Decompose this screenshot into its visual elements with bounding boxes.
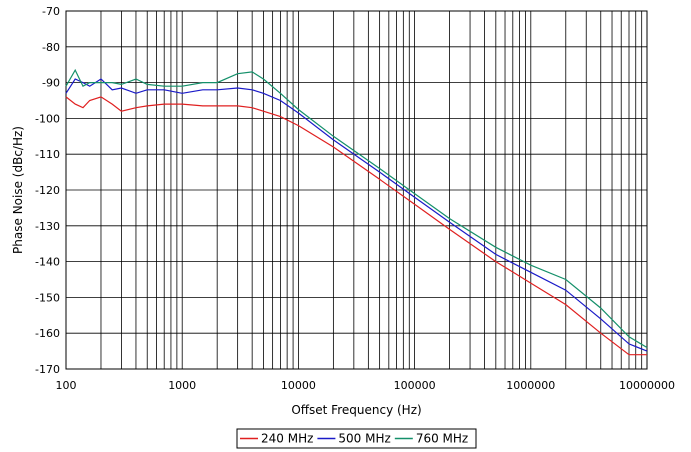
y-tick-label: -70 [42,5,60,18]
y-tick-label: -150 [35,291,60,304]
y-tick-label: -90 [42,77,60,90]
x-tick-label: 1000 [168,379,196,392]
y-tick-label: -110 [35,148,60,161]
x-tick-label: 10000000 [619,379,675,392]
legend-label: 760 MHz [416,432,468,446]
x-tick-label: 100000 [394,379,436,392]
y-axis-title: Phase Noise (dBc/Hz) [11,126,25,254]
y-tick-label: -100 [35,112,60,125]
grid [65,10,647,370]
y-tick-label: -80 [42,41,60,54]
series-line-760-mhz [65,68,648,349]
x-tick-label: 1000000 [506,379,555,392]
legend-box [236,428,477,449]
x-axis-title: Offset Frequency (Hz) [291,403,421,417]
series-lines [65,68,648,356]
series-line-500-mhz [65,78,648,352]
x-tick-label: 100 [56,379,77,392]
y-tick-label: -160 [35,327,60,340]
plot-frame [65,10,648,370]
x-tick-labels: 100 1000 10000 100000 1000000 10000000 [56,379,676,392]
y-tick-label: -170 [35,363,60,376]
y-tick-label: -140 [35,256,60,269]
y-tick-labels: -70 -80 -90 -100 -110 -120 -130 -140 -150 -160 -17… [35,5,60,376]
legend-label: 240 MHz [261,432,313,446]
legend: 240 MHz 500 MHz 760 MHz [236,428,477,449]
y-tick-label: -130 [35,220,60,233]
y-tick-label: -120 [35,184,60,197]
legend-label: 500 MHz [338,432,390,446]
series-line-240-mhz [65,96,647,356]
x-tick-label: 10000 [281,379,316,392]
